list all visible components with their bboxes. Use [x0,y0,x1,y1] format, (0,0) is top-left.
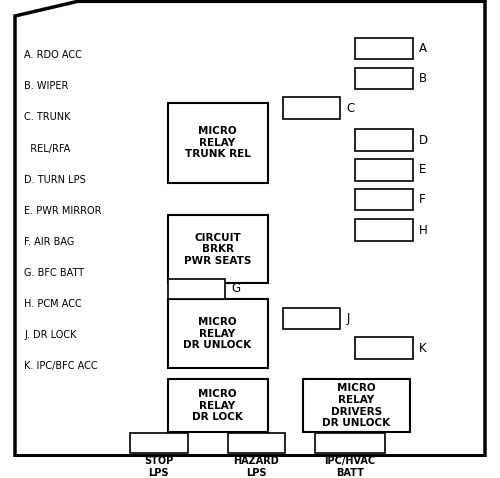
Bar [168,103,268,183]
Text: IPC/HVAC
BATT: IPC/HVAC BATT [324,456,376,478]
Text: K. IPC/BFC ACC: K. IPC/BFC ACC [24,361,98,371]
Bar [168,380,268,432]
Bar [355,189,412,210]
Bar [168,299,268,368]
Text: J. DR LOCK: J. DR LOCK [24,330,76,340]
Text: B. WIPER: B. WIPER [24,81,68,91]
Text: D: D [419,134,428,147]
Bar [282,308,340,329]
Text: J: J [346,312,350,325]
Bar [282,98,340,119]
Text: H. PCM ACC: H. PCM ACC [24,299,82,309]
Text: G: G [232,282,240,295]
Text: REL/RFA: REL/RFA [24,143,70,153]
Bar [355,219,412,241]
Bar [168,279,225,298]
Bar [315,434,385,453]
Text: A: A [419,42,427,55]
Text: D. TURN LPS: D. TURN LPS [24,174,86,185]
Text: A. RDO ACC: A. RDO ACC [24,50,82,60]
Bar [168,215,268,283]
Text: MICRO
RELAY
DRIVERS
DR UNLOCK: MICRO RELAY DRIVERS DR UNLOCK [322,383,390,428]
Text: H: H [419,224,428,237]
Text: B: B [419,72,427,85]
Bar [130,434,188,453]
Text: HAZARD
LPS: HAZARD LPS [234,456,279,478]
Text: STOP
LPS: STOP LPS [144,456,174,478]
Bar [228,434,285,453]
Text: F: F [419,193,426,206]
Bar [355,159,412,181]
Bar [355,68,412,89]
Bar [302,380,410,432]
Text: E: E [419,163,426,176]
Text: G. BFC BATT: G. BFC BATT [24,268,84,278]
Text: MICRO
RELAY
DR UNLOCK: MICRO RELAY DR UNLOCK [184,317,252,350]
Bar [355,38,412,59]
Text: MICRO
RELAY
TRUNK REL: MICRO RELAY TRUNK REL [184,126,250,160]
Text: E. PWR MIRROR: E. PWR MIRROR [24,206,102,216]
Text: F. AIR BAG: F. AIR BAG [24,237,74,247]
Text: C. TRUNK: C. TRUNK [24,112,70,122]
Text: MICRO
RELAY
DR LOCK: MICRO RELAY DR LOCK [192,389,243,422]
Bar [355,337,412,359]
Bar [355,130,412,151]
Text: CIRCUIT
BRKR
PWR SEATS: CIRCUIT BRKR PWR SEATS [184,232,251,266]
Text: C: C [346,102,355,115]
Polygon shape [15,1,485,456]
Text: K: K [419,342,426,355]
